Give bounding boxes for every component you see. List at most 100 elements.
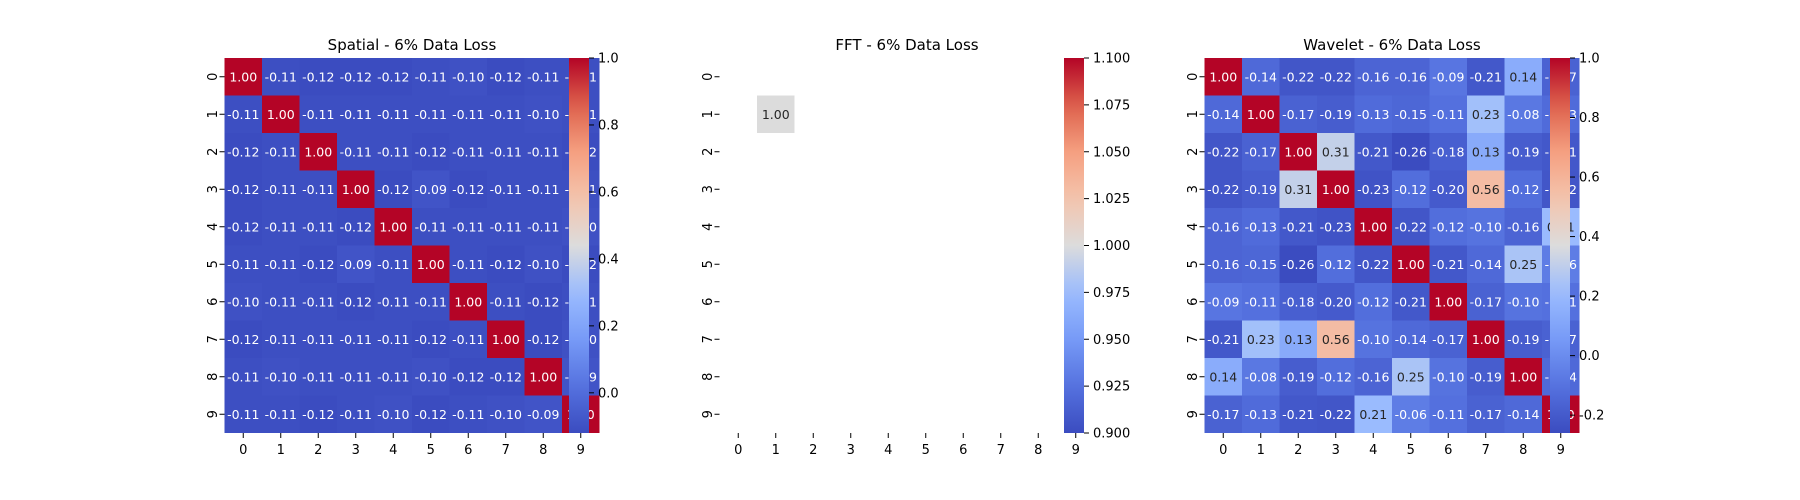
heatmap-cell [1317, 58, 1355, 96]
cell-label: -0.08 [1507, 107, 1539, 122]
cell-label: -0.11 [490, 144, 522, 159]
heatmap-cell [1204, 395, 1242, 433]
cell-label: 1.00 [1472, 332, 1500, 347]
heatmap-cell [1279, 320, 1317, 358]
chart-title: Wavelet - 6% Data Loss [1303, 36, 1481, 54]
cell-label: -0.11 [1245, 294, 1277, 309]
heatmap-cell [1429, 395, 1467, 433]
cell-label: -0.12 [415, 332, 447, 347]
colorbar-tick-label: 0.4 [1579, 230, 1600, 245]
cell-label: 0.14 [1209, 369, 1237, 384]
cell-label: -0.11 [377, 144, 409, 159]
cell-label: -0.10 [377, 407, 409, 422]
cell-label: 0.25 [1509, 257, 1537, 272]
heatmap-cell [487, 283, 525, 321]
heatmap-cell [262, 283, 300, 321]
heatmap-cell [412, 245, 450, 283]
cell-label: -0.11 [265, 294, 297, 309]
heatmap-cell [412, 395, 450, 433]
cell-label: -0.14 [1470, 257, 1502, 272]
heatmap-cell [1204, 133, 1242, 171]
heatmap-cell [524, 95, 562, 133]
heatmap-cell [524, 58, 562, 96]
cell-label: -0.12 [1432, 219, 1464, 234]
heatmap-cell [1354, 208, 1392, 246]
heatmap-cell [1279, 95, 1317, 133]
heatmap-cell [1467, 133, 1505, 171]
cell-label: -0.21 [1282, 219, 1314, 234]
cell-label: -0.12 [377, 69, 409, 84]
cell-label: 1.00 [267, 107, 295, 122]
y-tick-label: 0 [1186, 73, 1201, 81]
cell-label: -0.11 [377, 294, 409, 309]
colorbar-tick-label: 0.4 [598, 252, 619, 267]
cell-label: 1.00 [1322, 182, 1350, 197]
y-tick-label: 6 [206, 298, 221, 306]
heatmap-cell [524, 208, 562, 246]
heatmap-cell [337, 395, 375, 433]
heatmap-cell [449, 283, 487, 321]
cell-label: -0.15 [1245, 257, 1277, 272]
heatmap-cell [1504, 208, 1542, 246]
x-tick-label: 8 [539, 443, 547, 458]
x-tick-label: 7 [502, 443, 510, 458]
heatmap-cell [1429, 358, 1467, 396]
heatmap-cell [337, 245, 375, 283]
x-tick-label: 9 [577, 443, 585, 458]
cell-label: -0.11 [340, 107, 372, 122]
heatmap-cell [524, 245, 562, 283]
x-tick-label: 9 [1557, 443, 1565, 458]
colorbar-tick-label: 0.6 [598, 185, 619, 200]
heatmap-cell [487, 95, 525, 133]
heatmap-cell [1504, 58, 1542, 96]
cell-label: -0.12 [452, 182, 484, 197]
cell-label: -0.11 [527, 219, 559, 234]
colorbar-tick-label: -0.2 [1579, 409, 1604, 424]
cell-label: -0.10 [527, 257, 559, 272]
x-tick-label: 1 [1257, 443, 1265, 458]
heatmap-cell [1429, 95, 1467, 133]
heatmap-cell [412, 320, 450, 358]
cell-label: 1.00 [529, 369, 557, 384]
cell-label: -0.13 [1245, 219, 1277, 234]
y-tick-label: 7 [701, 335, 716, 343]
colorbar-tick-label: 0.2 [1579, 290, 1600, 305]
cell-label: 1.00 [1209, 69, 1237, 84]
cell-label: -0.11 [415, 69, 447, 84]
cell-label: -0.10 [452, 69, 484, 84]
x-tick-label: 5 [427, 443, 435, 458]
cell-label: -0.06 [1395, 407, 1427, 422]
y-tick-label: 5 [206, 260, 221, 268]
cell-label: -0.11 [490, 182, 522, 197]
cell-label: -0.21 [1395, 294, 1427, 309]
heatmap-cell [1354, 245, 1392, 283]
heatmap-cell [1279, 358, 1317, 396]
cell-label: 1.00 [1509, 369, 1537, 384]
cell-label: -0.19 [1282, 369, 1314, 384]
cell-label: -0.12 [1320, 257, 1352, 272]
heatmap-cell [337, 170, 375, 208]
cell-label: -0.11 [227, 369, 259, 384]
heatmap-cell [1504, 320, 1542, 358]
cell-label: -0.11 [415, 294, 447, 309]
cell-label: -0.16 [1507, 219, 1539, 234]
cell-label: -0.12 [302, 69, 334, 84]
cell-label: -0.11 [227, 107, 259, 122]
heatmap-cell [412, 95, 450, 133]
heatmap-cell [1429, 208, 1467, 246]
cell-label: 0.23 [1472, 107, 1500, 122]
x-tick-label: 8 [1519, 443, 1527, 458]
colorbar-tick-label: 0.6 [1579, 171, 1600, 186]
heatmap-cell [1317, 283, 1355, 321]
colorbar-tick-label: 1.0 [1579, 52, 1600, 67]
heatmap-cell [449, 320, 487, 358]
cell-label: -0.11 [377, 257, 409, 272]
y-tick-label: 1 [701, 110, 716, 118]
colorbar-tick-label: 0.0 [1579, 349, 1600, 364]
cell-label: -0.11 [265, 144, 297, 159]
cell-label: -0.22 [1282, 69, 1314, 84]
heatmap-cell [1429, 283, 1467, 321]
heatmap-cell [1242, 208, 1280, 246]
x-tick-label: 1 [277, 443, 285, 458]
y-tick-label: 8 [206, 373, 221, 381]
